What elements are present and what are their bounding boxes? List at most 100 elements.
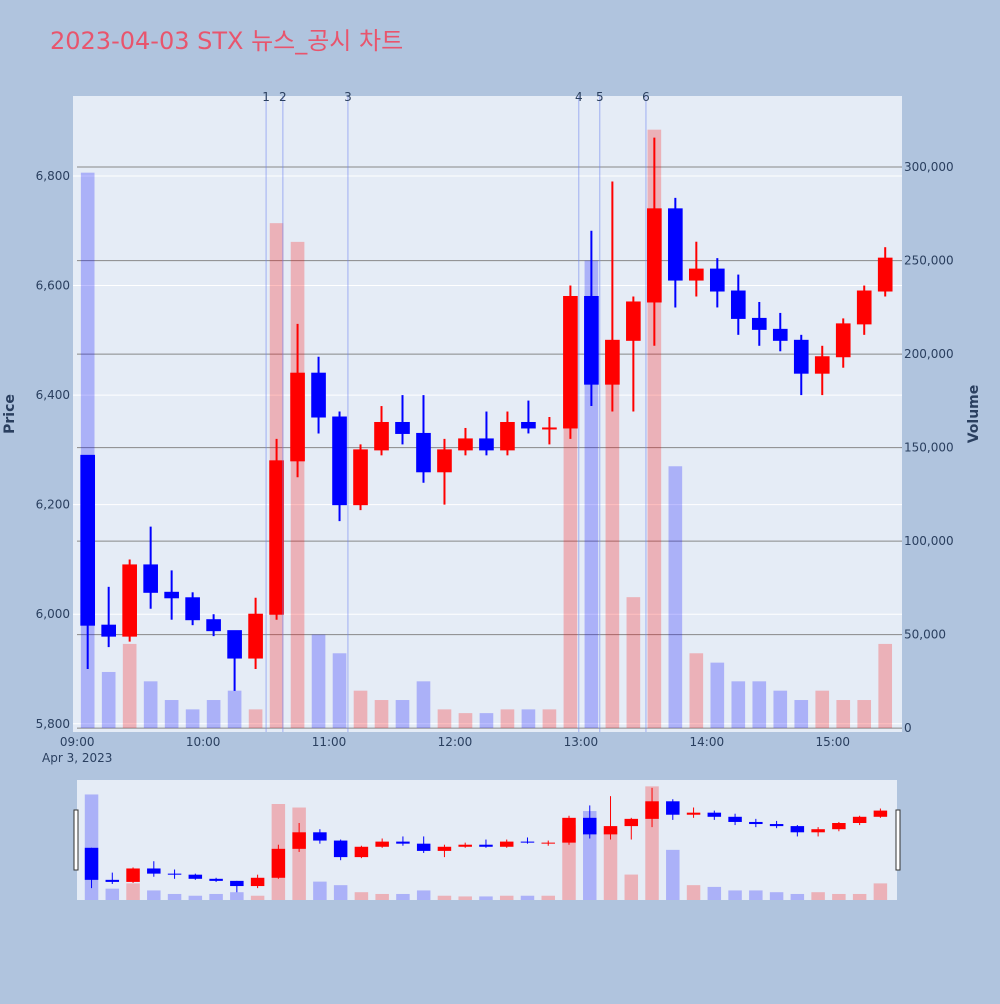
candle-body bbox=[647, 208, 662, 303]
mini-volume-bar bbox=[209, 893, 223, 900]
volume-bar bbox=[836, 700, 851, 729]
mini-volume-bar bbox=[852, 893, 867, 900]
candle-body bbox=[353, 449, 368, 506]
volume-bar bbox=[437, 709, 452, 729]
mini-candle bbox=[292, 832, 306, 849]
y2-tick-label: 100,000 bbox=[904, 534, 954, 548]
mini-volume-bar bbox=[354, 892, 369, 900]
mini-candle bbox=[728, 816, 742, 822]
volume-bar bbox=[731, 681, 746, 729]
volume-bar bbox=[710, 662, 725, 729]
mini-volume-bar bbox=[520, 895, 535, 900]
y2-tick-label: 50,000 bbox=[904, 628, 946, 642]
mini-candle bbox=[84, 847, 99, 880]
volume-bar bbox=[857, 700, 872, 729]
candle-body bbox=[101, 624, 116, 637]
news-label: 6 bbox=[642, 90, 650, 104]
mini-candle bbox=[541, 842, 555, 844]
mini-volume-bar bbox=[790, 893, 805, 900]
candle-body bbox=[877, 257, 893, 292]
candle-body bbox=[248, 613, 263, 659]
candle-body bbox=[332, 416, 347, 506]
y-tick-label: 6,400 bbox=[36, 388, 70, 402]
mini-candle bbox=[666, 801, 680, 815]
candle-body bbox=[563, 295, 578, 429]
candle-body bbox=[122, 564, 137, 637]
mini-candle bbox=[832, 822, 846, 830]
mini-candle bbox=[811, 829, 825, 833]
candle-body bbox=[689, 268, 704, 281]
mini-volume-bar bbox=[769, 892, 784, 900]
candle-body bbox=[835, 323, 851, 358]
candle-body bbox=[164, 591, 179, 599]
y-tick-label: 6,800 bbox=[36, 169, 70, 183]
x-tick-label: 10:00 bbox=[186, 735, 221, 749]
mini-candle bbox=[458, 844, 472, 847]
candle-body bbox=[772, 328, 788, 341]
volume-bar bbox=[290, 241, 305, 729]
range-handle[interactable] bbox=[73, 809, 79, 871]
volume-bar bbox=[479, 713, 494, 729]
mini-volume-bar bbox=[250, 895, 265, 900]
mini-candle bbox=[686, 812, 701, 815]
mini-volume-bar bbox=[105, 888, 120, 900]
volume-bar bbox=[395, 700, 410, 729]
mini-candle bbox=[230, 880, 244, 887]
news-label: 5 bbox=[596, 90, 604, 104]
volume-bar bbox=[227, 690, 242, 729]
candle-body bbox=[479, 438, 494, 451]
mini-candle bbox=[354, 846, 369, 858]
candle-body bbox=[793, 339, 809, 374]
range-handle[interactable] bbox=[895, 809, 901, 871]
mini-candle bbox=[603, 826, 618, 835]
mini-volume-bar bbox=[541, 895, 555, 900]
mini-candle bbox=[209, 878, 223, 881]
candle-body bbox=[709, 268, 725, 292]
candle-body bbox=[227, 630, 242, 659]
candle-body bbox=[814, 356, 830, 374]
mini-volume-bar bbox=[562, 825, 576, 900]
volume-bar bbox=[563, 335, 578, 729]
candle-body bbox=[395, 421, 410, 434]
y-tick-label: 6,600 bbox=[36, 279, 70, 293]
volume-bar bbox=[668, 466, 683, 729]
volume-bar bbox=[248, 709, 263, 729]
mini-candle bbox=[396, 841, 410, 844]
mini-candle bbox=[583, 817, 597, 835]
candle-body bbox=[856, 290, 872, 325]
y-axis-title: Price bbox=[2, 394, 18, 434]
volume-bar bbox=[374, 700, 389, 729]
volume-bar bbox=[143, 681, 158, 729]
plot-area bbox=[73, 96, 902, 732]
volume-bar bbox=[815, 690, 830, 729]
mini-volume-bar bbox=[728, 890, 742, 900]
volume-bar bbox=[689, 653, 704, 729]
mini-candle bbox=[873, 810, 888, 817]
volume-bar bbox=[122, 643, 137, 729]
candle-body bbox=[206, 619, 221, 632]
volume-bar bbox=[332, 653, 347, 729]
mini-volume-bar bbox=[375, 893, 389, 900]
mini-volume-bar bbox=[499, 895, 514, 900]
y2-tick-label: 150,000 bbox=[904, 441, 954, 455]
mini-volume-bar bbox=[167, 893, 182, 900]
y-tick-label: 6,000 bbox=[36, 607, 70, 621]
mini-volume-bar bbox=[811, 892, 825, 900]
x-tick-label: 12:00 bbox=[438, 735, 473, 749]
candle-body bbox=[269, 460, 284, 615]
mini-candle bbox=[416, 843, 431, 851]
mini-candle bbox=[250, 877, 265, 887]
volume-bar bbox=[311, 634, 326, 729]
mini-candle bbox=[499, 841, 514, 847]
candle-body bbox=[730, 290, 746, 319]
volume-bar bbox=[185, 709, 200, 729]
candle-body bbox=[458, 438, 473, 451]
y-tick-label: 5,800 bbox=[36, 717, 70, 731]
y2-axis-title: Volume bbox=[966, 385, 982, 444]
x-tick-label: 11:00 bbox=[312, 735, 347, 749]
mini-volume-bar bbox=[749, 890, 763, 900]
candle-body bbox=[751, 317, 767, 330]
mini-volume-bar bbox=[603, 828, 618, 900]
mini-candle bbox=[188, 874, 203, 879]
range-slider[interactable] bbox=[77, 780, 897, 900]
